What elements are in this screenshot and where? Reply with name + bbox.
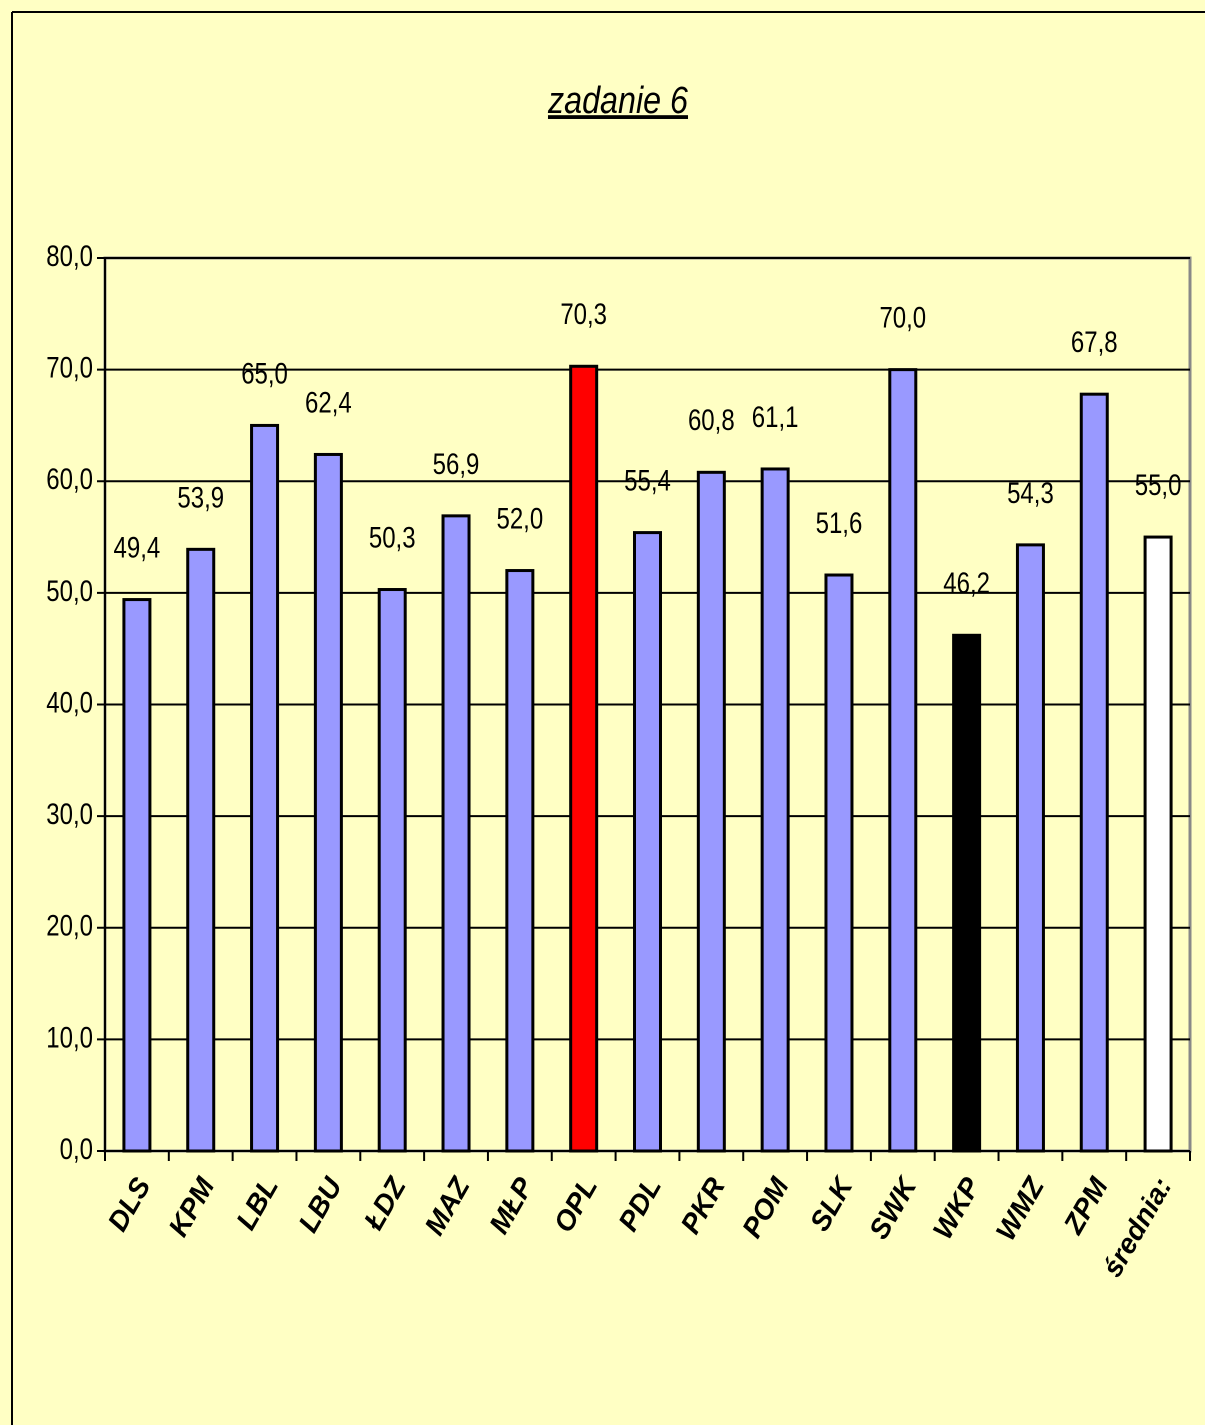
value-label: 62,4 bbox=[305, 385, 352, 419]
value-label: 70,3 bbox=[560, 297, 607, 331]
x-tick-label: WMZ bbox=[990, 1171, 1051, 1245]
value-label: 56,9 bbox=[433, 446, 480, 480]
value-label: 65,0 bbox=[241, 356, 288, 390]
value-label: 54,3 bbox=[1007, 475, 1054, 509]
bar bbox=[441, 514, 471, 1153]
bar bbox=[569, 364, 599, 1153]
bar bbox=[313, 452, 343, 1153]
value-label: 61,1 bbox=[752, 399, 799, 433]
bar bbox=[696, 470, 726, 1153]
y-tick-label: 80,0 bbox=[46, 238, 93, 272]
value-label: 51,6 bbox=[816, 505, 863, 539]
x-tick-label: SLK bbox=[804, 1171, 860, 1237]
value-label: 55,0 bbox=[1135, 467, 1182, 501]
bar bbox=[760, 467, 790, 1153]
x-tick-label: SWK bbox=[863, 1171, 923, 1245]
bar bbox=[1015, 543, 1045, 1153]
y-tick-label: 0,0 bbox=[60, 1131, 93, 1165]
value-label: 53,9 bbox=[177, 480, 224, 514]
y-tick-label: 20,0 bbox=[46, 908, 93, 942]
x-tick-label: WKP bbox=[927, 1172, 987, 1244]
value-label: 52,0 bbox=[497, 501, 544, 535]
x-tick-label: OPL bbox=[548, 1172, 604, 1237]
x-tick-label: PKR bbox=[675, 1172, 732, 1239]
value-label: 46,2 bbox=[943, 566, 990, 600]
bar bbox=[505, 569, 535, 1153]
x-tick-label: KPM bbox=[162, 1172, 220, 1242]
y-tick-label: 70,0 bbox=[46, 350, 93, 384]
x-tick-label: DLS bbox=[102, 1172, 157, 1236]
bar bbox=[1079, 392, 1109, 1153]
x-tick-label: PDL bbox=[612, 1172, 667, 1236]
x-tick-label: MŁP bbox=[483, 1172, 540, 1239]
y-tick-label: 50,0 bbox=[46, 573, 93, 607]
bar bbox=[186, 547, 216, 1153]
x-tick-label: ŁDZ bbox=[357, 1171, 412, 1235]
bar bbox=[250, 423, 280, 1153]
y-tick-label: 40,0 bbox=[46, 685, 93, 719]
y-tick-label: 10,0 bbox=[46, 1020, 93, 1054]
value-label: 50,3 bbox=[369, 520, 416, 554]
x-tick-label: POM bbox=[736, 1172, 795, 1243]
bar bbox=[824, 573, 854, 1153]
value-label: 55,4 bbox=[624, 463, 671, 497]
bar bbox=[377, 588, 407, 1153]
value-label: 60,8 bbox=[688, 403, 735, 437]
y-tick-label: 30,0 bbox=[46, 796, 93, 830]
chart-title: zadanie 6 bbox=[547, 80, 688, 122]
x-tick-label: LBU bbox=[292, 1172, 348, 1238]
x-tick-label: MAZ bbox=[418, 1171, 476, 1240]
value-label: 70,0 bbox=[879, 300, 926, 334]
bar bbox=[952, 633, 982, 1153]
x-tick-label: ZPM bbox=[1057, 1172, 1114, 1240]
x-tick-label: LBL bbox=[230, 1172, 284, 1235]
bar bbox=[122, 598, 152, 1153]
value-label: 67,8 bbox=[1071, 324, 1118, 358]
y-tick-label: 60,0 bbox=[46, 462, 93, 496]
bar bbox=[1143, 535, 1173, 1153]
bar bbox=[888, 368, 918, 1153]
value-label: 49,4 bbox=[114, 530, 161, 564]
bar bbox=[633, 531, 662, 1153]
